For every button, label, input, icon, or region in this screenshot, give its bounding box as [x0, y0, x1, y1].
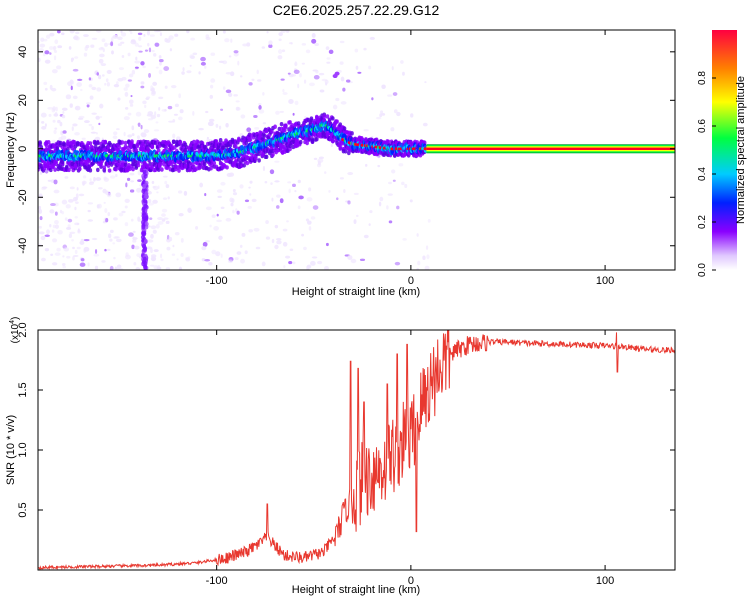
colorbar-tick-label: 0.4	[697, 167, 708, 181]
spectrogram-x-tick-label: 0	[408, 275, 414, 287]
snr-x-tick-label: -100	[206, 575, 228, 587]
snr-y-label: SNR (10 * v/v)	[5, 415, 17, 485]
spectrogram-y-tick-label: 0	[17, 146, 29, 152]
colorbar-gradient	[712, 30, 737, 270]
spectrogram-x-label: Height of straight line (km)	[292, 286, 420, 298]
snr-x-tick-label: 100	[596, 575, 614, 587]
colorbar-tick-label: 0.8	[697, 71, 708, 85]
spectrogram-panel: -100 0 100 -40 -20 0 20 40 Height of straight …	[5, 29, 676, 298]
snr-scale-label: (x104)	[9, 317, 21, 344]
svg-text:(x104): (x104)	[9, 317, 21, 344]
spectrogram-ridge	[38, 112, 675, 173]
spectrogram-frame	[37, 29, 676, 271]
colorbar-label: Normalized spectral amplitude	[735, 76, 747, 224]
snr-y-ticks: 0.5 1.0 1.5 2.0	[17, 322, 675, 518]
spectrogram-x-tick-label: -100	[206, 275, 228, 287]
colorbar-tick-label: 0.6	[697, 119, 708, 133]
colorbar-ticks: 0.0 0.2 0.4 0.6 0.8	[697, 71, 716, 277]
colorbar-tick-label: 0.2	[697, 215, 708, 229]
snr-y-tick-label: 1.5	[17, 382, 29, 397]
snr-panel: -100 0 100 0.5 1.0 1.5 2.0 Height of straight…	[5, 317, 676, 596]
figure-title: C2E6.2025.257.22.29.G12	[273, 2, 440, 18]
colorbar: 0.0 0.2 0.4 0.6 0.8 Normalized spectral ampl…	[697, 30, 747, 277]
snr-x-label: Height of straight line (km)	[292, 584, 420, 596]
spectrogram-y-tick-label: 20	[17, 94, 29, 106]
snr-y-tick-label: 2.0	[17, 322, 29, 337]
colorbar-tick-label: 0.0	[697, 263, 708, 277]
spectrogram-x-ticks: -100 0 100	[206, 30, 614, 287]
spectrogram-y-tick-label: 40	[17, 46, 29, 58]
spectrogram-x-tick-label: 100	[596, 275, 614, 287]
spectrogram-y-tick-label: -20	[17, 189, 29, 205]
spectrogram-y-ticks: -40 -20 0 20 40	[17, 46, 675, 254]
spectrogram-y-tick-label: -40	[17, 238, 29, 254]
snr-x-tick-label: 0	[408, 575, 414, 587]
snr-y-tick-label: 0.5	[17, 502, 29, 517]
spectrogram-y-label: Frequency (Hz)	[5, 112, 17, 188]
snr-plot-area	[38, 330, 675, 570]
snr-series-line	[38, 330, 675, 570]
snr-y-tick-label: 1.0	[17, 442, 29, 457]
snr-x-ticks: -100 0 100	[206, 330, 614, 587]
